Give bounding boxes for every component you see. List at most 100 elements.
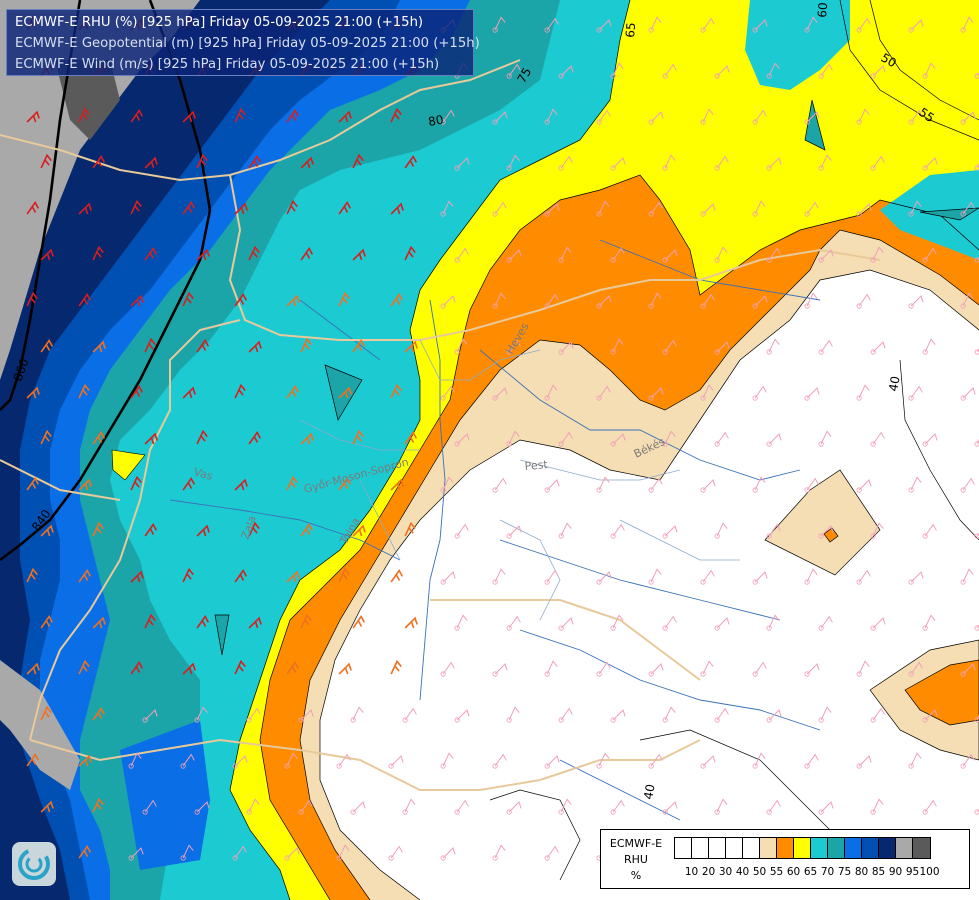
wind-barb-station — [284, 855, 290, 861]
wind-barb — [546, 660, 558, 675]
wind-barb — [962, 753, 975, 767]
wind-barb-station — [974, 165, 979, 171]
wind-barb — [702, 17, 715, 31]
wind-barb — [924, 247, 937, 261]
wind-barb-station — [974, 73, 979, 79]
wind-barb — [962, 387, 976, 399]
wind-barb-station — [714, 441, 720, 447]
wind-barb-station — [596, 119, 602, 125]
wind-barb — [286, 661, 300, 675]
wind-barb — [40, 705, 52, 721]
wind-barb — [130, 109, 144, 123]
wind-barb — [300, 156, 314, 169]
wind-barb — [872, 246, 884, 261]
wind-barb-station — [870, 165, 876, 171]
wind-barb-station — [180, 855, 186, 861]
wind-barb — [560, 155, 573, 169]
rh-legend: ECMWF-E RHU % 10 20 30 40 50 55 60 65 70 75 80 85 90… — [600, 829, 970, 889]
wind-barb-station — [492, 763, 498, 769]
wind-barb-station — [506, 809, 512, 815]
wind-barb — [820, 249, 834, 261]
wind-barb — [338, 662, 352, 675]
wind-barb — [962, 201, 975, 215]
wind-barb-station — [818, 165, 824, 171]
wind-barb-station — [142, 809, 148, 815]
wind-barb-station — [870, 717, 876, 723]
contour-marker-4 — [919, 207, 979, 221]
wind-barb — [924, 709, 938, 721]
wind-barb — [92, 155, 106, 169]
wind-barb — [664, 63, 677, 77]
wind-barb — [338, 477, 352, 491]
wind-barb — [924, 433, 938, 445]
wind-barb — [248, 798, 260, 813]
wind-barb-station — [870, 349, 876, 355]
wind-barb — [182, 386, 196, 399]
wind-barb — [716, 431, 729, 445]
wind-barb-station — [908, 763, 914, 769]
wind-barb — [182, 662, 196, 675]
wind-barb-station — [960, 27, 966, 33]
rh-island-orange-2 — [904, 659, 979, 726]
wind-barb — [716, 522, 728, 537]
wind-barb — [182, 110, 196, 123]
wind-barb-station — [700, 487, 706, 493]
wind-barb — [560, 341, 574, 353]
wind-barb — [130, 752, 142, 767]
wind-barb — [130, 475, 142, 491]
wind-barb — [650, 753, 663, 767]
wind-barb-station — [804, 27, 810, 33]
wind-barb — [404, 521, 416, 537]
wind-barb-station — [804, 395, 810, 401]
wind-barb — [820, 801, 834, 813]
wind-barb — [768, 799, 781, 813]
wind-barb — [92, 616, 106, 629]
wind-barb — [858, 108, 870, 123]
wind-barb — [546, 569, 559, 583]
wind-barb — [494, 663, 508, 675]
wind-barb — [910, 295, 924, 307]
wind-barb — [612, 338, 624, 353]
wind-barb-station — [180, 763, 186, 769]
wind-barb-station — [648, 579, 654, 585]
wind-barb-station — [908, 487, 914, 493]
legend-swatch-10 — [675, 838, 692, 858]
wind-barb — [546, 384, 558, 399]
rh-patch-ne-cyan — [745, 0, 850, 90]
wind-barb-station — [714, 349, 720, 355]
rh-island-orange-1 — [823, 527, 839, 543]
wind-barb-station — [714, 257, 720, 263]
wind-barb — [286, 109, 300, 123]
wind-barb — [910, 571, 924, 583]
wind-barb — [26, 110, 40, 123]
wind-barb — [352, 615, 366, 629]
wind-barb — [248, 521, 260, 537]
wind-barb — [508, 430, 520, 445]
wind-barb — [768, 709, 782, 721]
wind-barb — [546, 755, 560, 767]
wind-barb-station — [596, 671, 602, 677]
wind-barb — [924, 62, 936, 77]
wind-barb — [26, 477, 40, 491]
legend-swatch-50 — [743, 838, 760, 858]
wind-barb — [144, 613, 156, 629]
wind-barb — [598, 752, 610, 767]
wind-barb-station — [922, 717, 928, 723]
wind-barb — [182, 291, 194, 307]
wind-barb — [26, 662, 40, 675]
wind-barb — [858, 17, 871, 31]
wind-barb-station — [818, 717, 824, 723]
wind-barb — [768, 523, 781, 537]
legend-swatch-85 — [862, 838, 879, 858]
wind-barb — [702, 660, 714, 675]
wind-barb — [404, 155, 418, 169]
wind-barb-station — [856, 211, 862, 217]
borders — [0, 59, 881, 791]
wind-barb — [962, 111, 976, 123]
wind-barb — [78, 754, 92, 767]
wind-barb-station — [440, 579, 446, 585]
wind-barb — [92, 340, 106, 353]
wind-barb-station — [818, 625, 824, 631]
wind-barb-station — [974, 809, 979, 815]
wind-barb-station — [700, 211, 706, 217]
